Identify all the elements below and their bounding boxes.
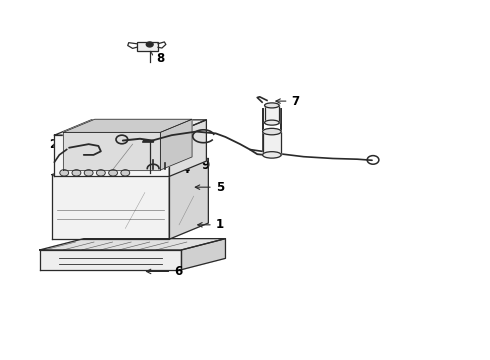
Text: 4: 4 [164,163,190,176]
Polygon shape [40,239,225,250]
Polygon shape [54,120,206,135]
Circle shape [72,170,81,176]
Polygon shape [54,135,169,176]
Circle shape [109,170,118,176]
Circle shape [60,170,69,176]
Polygon shape [63,119,192,132]
Text: 1: 1 [198,218,224,231]
Ellipse shape [263,152,281,158]
Bar [265,105,279,123]
Text: 5: 5 [196,181,224,194]
Ellipse shape [263,129,281,135]
Bar [265,105,279,123]
Bar [263,132,281,155]
Polygon shape [181,239,225,270]
Bar [263,132,281,155]
Text: 9: 9 [190,159,209,172]
Polygon shape [52,158,208,175]
Circle shape [147,42,153,47]
Text: 8: 8 [150,50,164,64]
Polygon shape [40,250,181,270]
Circle shape [97,170,105,176]
Text: 6: 6 [147,265,182,278]
Circle shape [84,170,93,176]
Polygon shape [169,158,208,239]
Polygon shape [169,120,206,176]
Ellipse shape [265,120,279,125]
Bar [137,42,158,51]
Bar [137,42,158,51]
Polygon shape [52,175,169,239]
Text: 7: 7 [276,95,299,108]
Polygon shape [160,119,192,170]
Circle shape [121,170,130,176]
Text: 3: 3 [120,146,146,159]
Text: 2: 2 [49,138,82,150]
Polygon shape [63,132,160,170]
Ellipse shape [265,103,279,108]
